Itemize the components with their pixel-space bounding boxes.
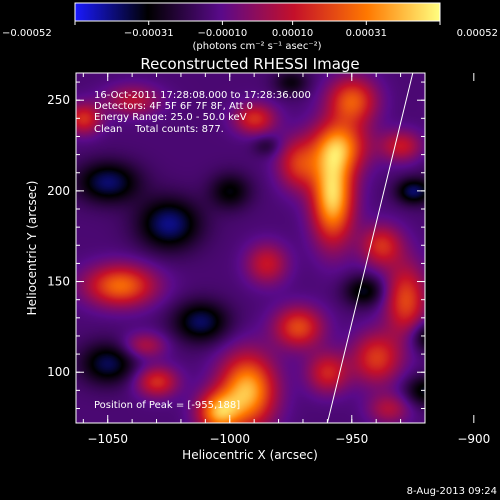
axis-ticks: −1050 −1000 −950 −900 100 150 200 250: [47, 73, 490, 446]
plot-area: −1050 −1000 −950 −900 100 150 200 250: [47, 72, 490, 446]
y-axis-label: Heliocentric Y (arcsec): [25, 181, 39, 316]
colorbar-tick-label: 0.00031: [346, 28, 387, 39]
x-axis-label: Heliocentric X (arcsec): [182, 448, 318, 462]
annotation-counts: Clean Total counts: 877.: [94, 124, 224, 135]
y-tick-label: 250: [47, 93, 70, 107]
colorbar-units: (photons cm⁻² s⁻¹ asec⁻²): [192, 41, 321, 52]
annotation-time: 16-Oct-2011 17:28:08.000 to 17:28:36.000: [94, 90, 311, 101]
plot-frame: [75, 72, 426, 424]
colorbar: [74, 2, 441, 22]
annotation-block: 16-Oct-2011 17:28:08.000 to 17:28:36.000…: [94, 90, 311, 135]
x-tick-label: −900: [457, 432, 490, 446]
y-tick-label: 200: [47, 184, 70, 198]
colorbar-ticks: −0.00052 −0.00031 −0.00010 0.00010 0.00031 0.…: [2, 21, 498, 39]
colorbar-tick-label: −0.00010: [198, 28, 248, 39]
colorbar-tick-label: −0.00052: [2, 28, 52, 39]
y-tick-label: 150: [47, 275, 70, 289]
footer-date: 8-Aug-2013 09:24: [407, 486, 497, 497]
x-tick-label: −1050: [87, 432, 128, 446]
colorbar-tick-label: 0.00052: [457, 28, 498, 39]
x-tick-label: −950: [335, 432, 368, 446]
limb-line: [326, 72, 414, 424]
annotation-energy: Energy Range: 25.0 - 50.0 keV: [94, 112, 247, 123]
annotation-detectors: Detectors: 4F 5F 6F 7F 8F, Att 0: [94, 101, 253, 112]
chart-title: Reconstructed RHESSI Image: [140, 55, 359, 73]
peak-label: Position of Peak = [-955,188]: [94, 400, 240, 411]
x-tick-label: −1000: [209, 432, 250, 446]
colorbar-tick-label: 0.00010: [272, 28, 313, 39]
intensity-map: [76, 73, 425, 423]
colorbar-tick-label: −0.00031: [124, 28, 174, 39]
y-tick-label: 100: [47, 365, 70, 379]
